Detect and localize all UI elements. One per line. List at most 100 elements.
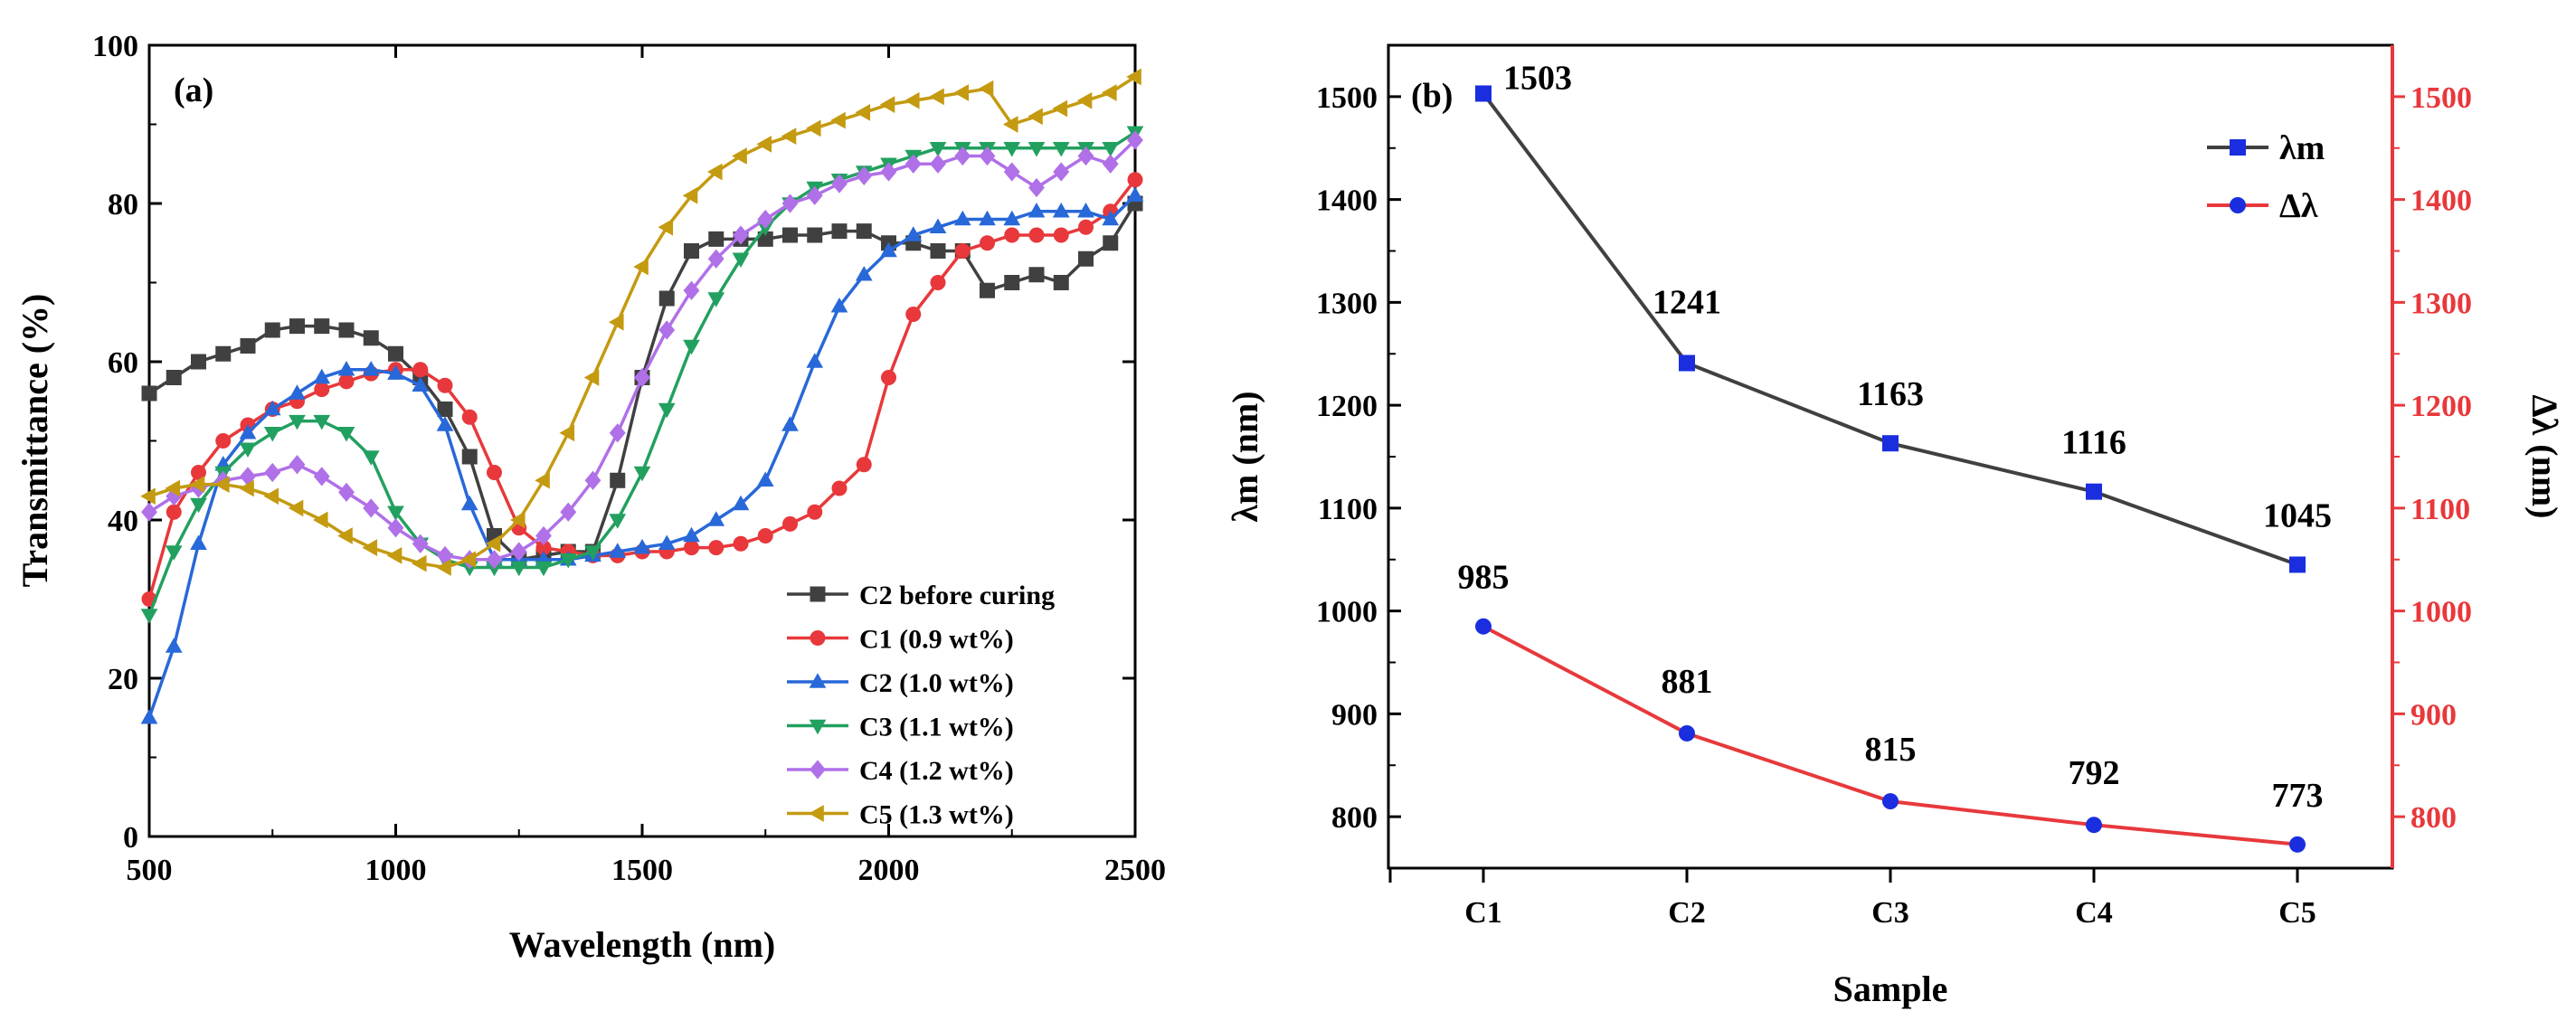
panel-a-data-point bbox=[880, 241, 897, 258]
panel-a-data-point bbox=[683, 339, 700, 355]
panel-a-data-point bbox=[387, 364, 404, 380]
panel-a-data-point bbox=[510, 561, 528, 577]
panel-a-data-point bbox=[559, 424, 575, 442]
panel-a-data-point bbox=[289, 384, 306, 400]
panel-b-right-y-axis-title: Δλ (nm) bbox=[2524, 395, 2565, 519]
panel-a-data-point bbox=[1078, 219, 1094, 235]
panel-a-data-point bbox=[338, 322, 355, 338]
panel-a-data-point bbox=[781, 416, 799, 431]
panel-a-series-5 bbox=[141, 130, 1143, 570]
panel-a-data-point bbox=[708, 231, 724, 247]
panel-a-data-point bbox=[684, 540, 699, 556]
panel-a-x-axis-title: Wavelength (nm) bbox=[509, 924, 775, 965]
panel-a-data-point bbox=[191, 354, 206, 370]
panel-b-data-label: 1116 bbox=[2061, 424, 2126, 462]
panel-b-y-tick-label: 1000 bbox=[1316, 596, 1378, 629]
panel-a-data-point bbox=[264, 462, 281, 483]
panel-a-series-6 bbox=[140, 68, 1141, 576]
panel-a-data-point bbox=[929, 141, 947, 157]
panel-a-legend-marker bbox=[810, 630, 826, 646]
panel-a-y-tick-label: 0 bbox=[123, 821, 138, 855]
panel-b-left-y-axis: 800 900 1000 1100 1200 1300 1400 1500 bbox=[1316, 81, 1401, 835]
panel-a-data-point bbox=[240, 338, 256, 354]
panel-a-data-point bbox=[756, 471, 774, 487]
panel-b-data-label: 881 bbox=[1662, 663, 1713, 701]
panel-a-data-point bbox=[1127, 172, 1143, 188]
panel-a-data-point bbox=[461, 449, 478, 465]
panel-a-data-point bbox=[337, 527, 353, 544]
panel-a-data-point bbox=[363, 498, 380, 518]
panel-a-data-point bbox=[338, 373, 355, 390]
panel-a-data-point bbox=[337, 360, 355, 376]
panel-b-data-label: 985 bbox=[1458, 559, 1510, 597]
panel-a-data-point bbox=[806, 353, 824, 368]
panel-a-data-point bbox=[978, 80, 994, 98]
panel-a-data-point bbox=[633, 538, 651, 554]
panel-b-data-point bbox=[2289, 836, 2306, 853]
panel-a-data-point bbox=[1077, 202, 1094, 218]
panel-b-right-y-tick-label: 1200 bbox=[2410, 390, 2472, 423]
panel-a-data-point bbox=[805, 119, 821, 137]
panel-a-transmittance-chart: (a) 500 1000 1500 2000 2500 0 20 40 60 80 100 Wav… bbox=[14, 30, 1166, 965]
panel-a-series bbox=[140, 68, 1144, 724]
panel-b-data-label: 1503 bbox=[1503, 59, 1572, 97]
panel-a-data-point bbox=[1028, 202, 1046, 218]
panel-a-y-tick-label: 60 bbox=[108, 346, 138, 380]
panel-a-data-point bbox=[140, 487, 156, 506]
panel-b-data-point bbox=[1475, 85, 1492, 102]
panel-b-series: 1503 1241 1163 1116 1045 985 881 815 792 773 bbox=[1458, 59, 2332, 853]
panel-a-data-point bbox=[756, 136, 772, 153]
panel-b-right-y-tick-label: 1100 bbox=[2410, 493, 2470, 526]
panel-a-legend-item: C4 (1.2 wt%) bbox=[787, 756, 1014, 786]
panel-a-data-point bbox=[460, 495, 478, 511]
panel-a-data-point bbox=[732, 147, 747, 165]
panel-a-data-point bbox=[683, 280, 700, 300]
panel-a-data-point bbox=[904, 91, 920, 109]
panel-a-data-point bbox=[314, 382, 330, 398]
panel-a-y-tick-label: 40 bbox=[108, 505, 138, 538]
panel-a-data-point bbox=[831, 480, 848, 496]
panel-b-data-point bbox=[2086, 817, 2102, 834]
panel-b-data-point bbox=[1882, 793, 1899, 810]
panel-a-data-point bbox=[1002, 116, 1018, 133]
panel-a-data-point bbox=[362, 360, 380, 376]
panel-a-legend-item: C2 before curing bbox=[787, 581, 1055, 610]
panel-a-x-tick-label: 1500 bbox=[611, 854, 673, 887]
panel-b-data-label: 1241 bbox=[1653, 283, 1721, 321]
panel-a-legend-marker bbox=[810, 760, 826, 780]
panel-a-data-point bbox=[757, 231, 773, 247]
panel-a-legend-marker bbox=[810, 586, 826, 602]
panel-a-data-point bbox=[682, 186, 698, 204]
panel-a-data-point bbox=[166, 370, 182, 385]
panel-a-data-point bbox=[1028, 141, 1046, 157]
panel-b-data-label: 1163 bbox=[1857, 375, 1924, 413]
panel-b-y-tick-label: 1200 bbox=[1316, 390, 1378, 423]
panel-a-data-point bbox=[633, 258, 649, 276]
panel-a-data-point bbox=[583, 369, 600, 386]
panel-a-data-point bbox=[141, 385, 157, 402]
panel-a-data-point bbox=[215, 345, 232, 362]
panel-a-data-point bbox=[388, 345, 403, 362]
panel-a-data-point bbox=[1052, 99, 1068, 118]
panel-a-data-point bbox=[239, 442, 257, 458]
panel-b-y-tick-label: 900 bbox=[1331, 698, 1378, 732]
panel-a-data-point bbox=[213, 476, 230, 493]
panel-b-x-tick-label: C1 bbox=[1464, 896, 1502, 930]
panel-b-legend-label: λm bbox=[2279, 129, 2325, 167]
panel-b-legend-marker bbox=[2230, 139, 2246, 156]
panel-a-data-point bbox=[929, 218, 947, 234]
panel-b-right-y-tick-label: 900 bbox=[2410, 698, 2457, 732]
panel-a-y-axis: 0 20 40 60 80 100 bbox=[92, 30, 1135, 855]
panel-a-legend-label: C1 (0.9 wt%) bbox=[859, 625, 1014, 655]
panel-a-data-point bbox=[584, 470, 601, 490]
panel-a-data-point bbox=[954, 146, 971, 166]
panel-a-data-point bbox=[191, 465, 206, 480]
panel-b-data-point bbox=[2289, 556, 2306, 573]
panel-b-x-tick-label: C4 bbox=[2075, 896, 2113, 930]
panel-a-data-point bbox=[560, 502, 577, 522]
panel-a-data-point bbox=[707, 249, 724, 269]
panel-a-data-point bbox=[362, 450, 380, 466]
panel-a-data-point bbox=[140, 609, 158, 624]
panel-a-data-point bbox=[313, 368, 331, 384]
panel-a-data-point bbox=[980, 235, 995, 251]
